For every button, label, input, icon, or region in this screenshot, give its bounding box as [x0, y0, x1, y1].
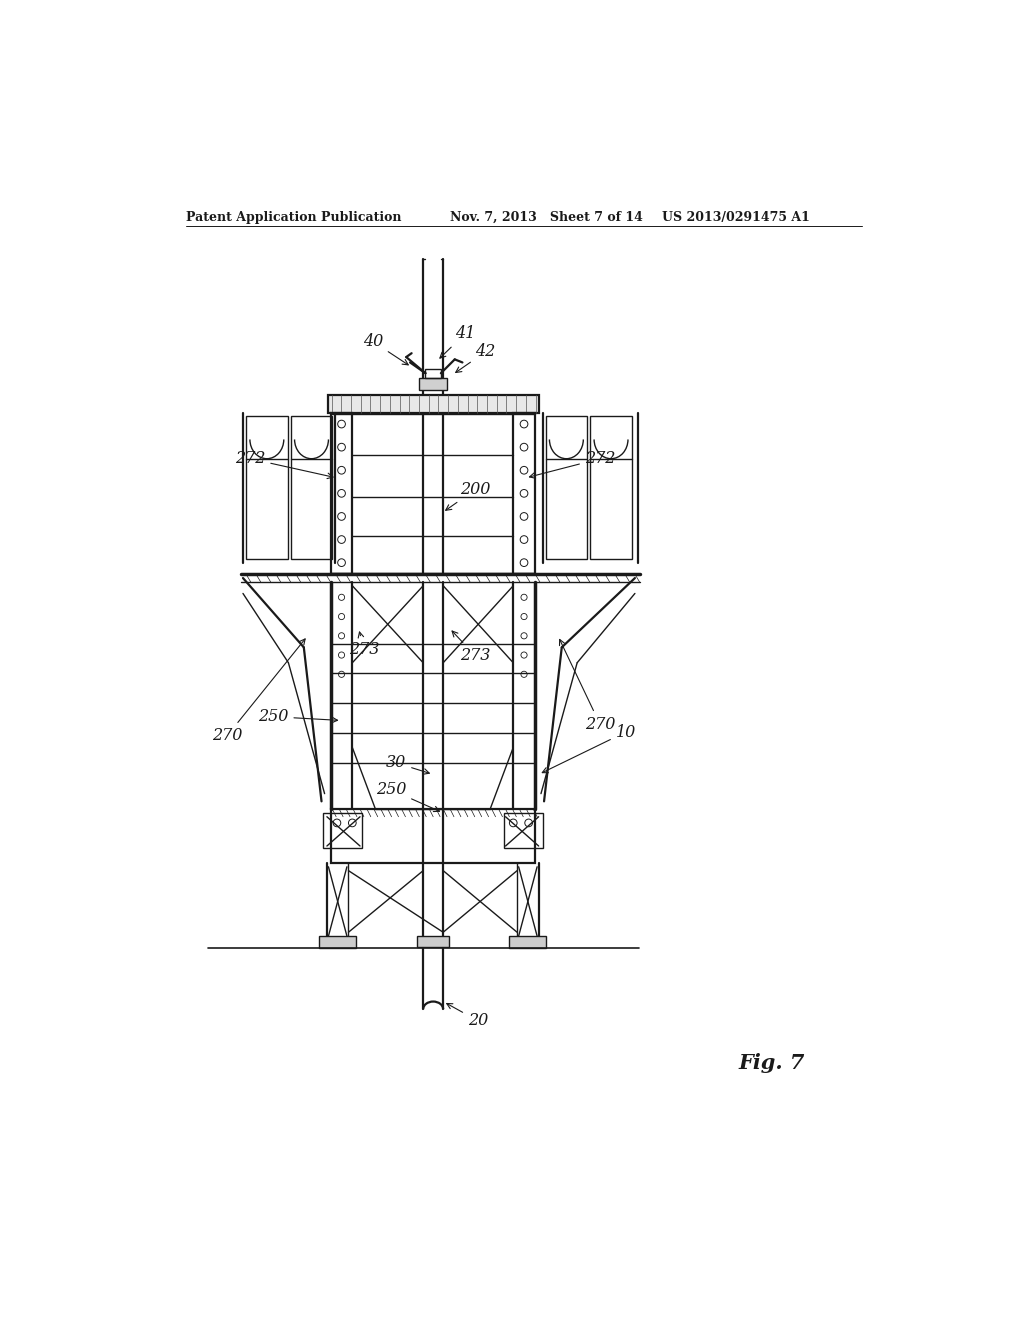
Text: 41: 41	[440, 326, 475, 358]
Text: 10: 10	[543, 723, 636, 772]
Bar	[417, 936, 450, 946]
Text: 250: 250	[376, 781, 439, 812]
Text: Fig. 7: Fig. 7	[739, 1053, 805, 1073]
Text: 20: 20	[446, 1003, 488, 1030]
Text: Nov. 7, 2013   Sheet 7 of 14: Nov. 7, 2013 Sheet 7 of 14	[451, 211, 643, 224]
Text: 250: 250	[258, 708, 338, 725]
Bar	[504, 813, 543, 847]
Bar	[509, 936, 547, 948]
Text: 273: 273	[452, 631, 490, 664]
Text: 270: 270	[559, 639, 615, 733]
Bar	[546, 416, 587, 558]
Text: US 2013/0291475 A1: US 2013/0291475 A1	[662, 211, 810, 224]
Text: 42: 42	[456, 343, 496, 372]
Bar	[319, 936, 356, 948]
Bar	[329, 395, 539, 413]
Text: 30: 30	[386, 754, 429, 775]
Text: 270: 270	[212, 639, 305, 744]
Bar	[331, 412, 352, 574]
Text: 200: 200	[445, 480, 490, 511]
Bar	[291, 416, 333, 558]
Bar	[331, 809, 535, 863]
Text: 273: 273	[349, 632, 379, 659]
Bar	[590, 416, 632, 558]
Bar	[513, 412, 535, 574]
Text: Patent Application Publication: Patent Application Publication	[186, 211, 401, 224]
Bar	[246, 416, 288, 558]
Text: 272: 272	[234, 450, 333, 479]
Text: 272: 272	[529, 450, 615, 478]
Bar	[419, 378, 447, 391]
Text: 40: 40	[362, 333, 409, 364]
Bar	[425, 368, 441, 378]
Bar	[323, 813, 361, 847]
